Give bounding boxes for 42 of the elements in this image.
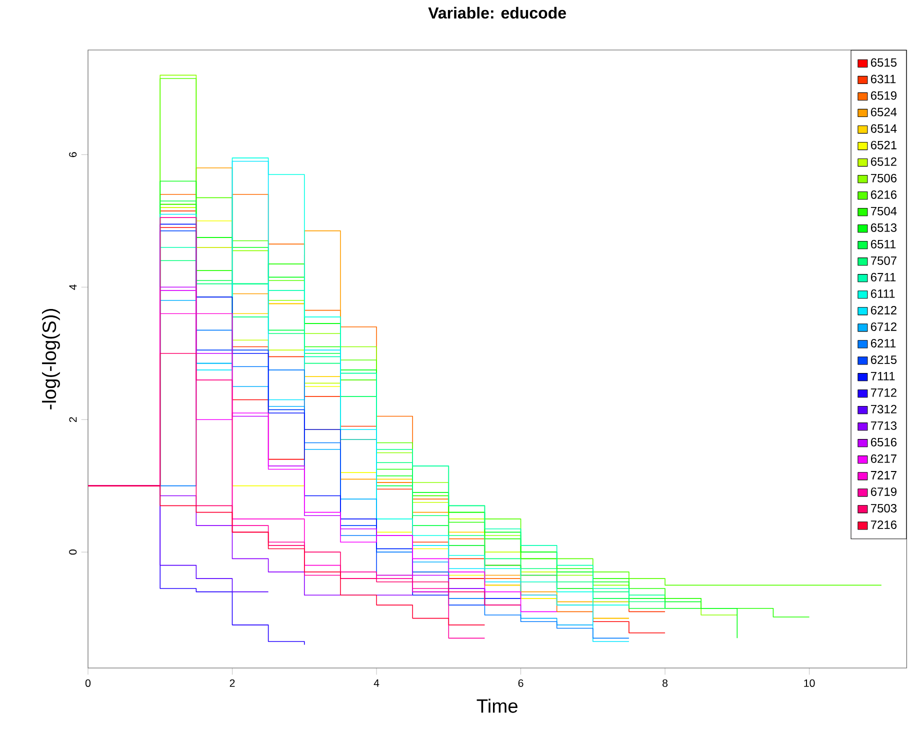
legend-label: 6511 bbox=[870, 240, 896, 248]
legend-label: 7506 bbox=[870, 174, 897, 182]
legend-label: 6711 bbox=[870, 272, 896, 282]
legend-label: 7503 bbox=[870, 504, 897, 512]
y-tick-label: 6 bbox=[69, 152, 77, 158]
legend-label: 7217 bbox=[870, 470, 896, 480]
y-axis-title: -log(-log(S)) bbox=[42, 308, 60, 410]
legend-label: 6512 bbox=[870, 157, 896, 166]
legend-label: 7713 bbox=[870, 421, 897, 430]
x-axis-title: Time bbox=[476, 698, 518, 713]
legend-label: 6712 bbox=[870, 322, 896, 331]
legend-label: 6513 bbox=[870, 223, 897, 232]
legend-label: 7216 bbox=[870, 520, 897, 529]
x-tick-label: 4 bbox=[374, 679, 380, 687]
legend-label: 7507 bbox=[870, 256, 896, 265]
y-tick-label: 4 bbox=[69, 284, 77, 290]
legend-label: 6111 bbox=[870, 289, 895, 298]
legend-label: 6516 bbox=[870, 438, 897, 446]
legend-label: 6719 bbox=[870, 487, 896, 496]
x-tick-label: 2 bbox=[230, 679, 235, 687]
legend-label: 7111 bbox=[870, 372, 895, 380]
legend-label: 6211 bbox=[870, 338, 896, 348]
legend-label: 7712 bbox=[870, 388, 896, 397]
x-tick-label: 6 bbox=[518, 679, 524, 687]
legend-label: 7312 bbox=[870, 404, 896, 414]
y-tick-label: 2 bbox=[69, 417, 77, 422]
legend-label: 6521 bbox=[870, 140, 896, 150]
legend-label: 6311 bbox=[870, 74, 896, 84]
legend-label: 6514 bbox=[870, 124, 897, 133]
legend-label: 7504 bbox=[870, 206, 897, 216]
legend-label: 6524 bbox=[870, 108, 897, 116]
y-tick-label: 0 bbox=[69, 550, 77, 555]
legend-label: 6216 bbox=[870, 190, 897, 199]
legend-label: 6515 bbox=[870, 58, 897, 67]
x-tick-label: 0 bbox=[85, 679, 91, 687]
legend-label: 6217 bbox=[870, 454, 896, 463]
legend-label: 6212 bbox=[870, 306, 896, 314]
x-tick-label: 10 bbox=[804, 679, 815, 687]
chart-title: Variable: educode bbox=[428, 6, 566, 19]
legend-label: 6519 bbox=[870, 91, 896, 100]
x-tick-label: 8 bbox=[662, 679, 668, 687]
legend-label: 6215 bbox=[870, 355, 897, 364]
